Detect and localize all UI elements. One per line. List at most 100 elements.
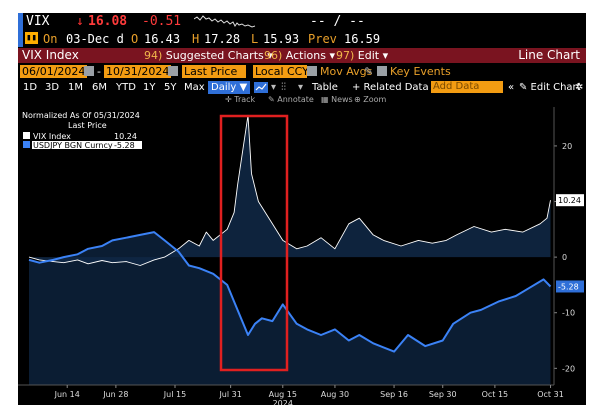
x-tick-label: Jul 31 [218,390,241,399]
high-label: H [192,32,200,46]
last-value-labels: 10.24 -5.28 [556,194,584,293]
terminal-icon[interactable]: ▮▮ [25,32,38,44]
x-tick-label: Jun 14 [54,390,80,399]
ticker-accent-bar [18,13,23,47]
suggested-charts-menu[interactable]: 94) Suggested Charts ▾ [144,48,273,63]
x-tick-label: Sep 16 [380,390,408,399]
date-separator: - [97,65,101,78]
range-max[interactable]: Max [184,82,205,93]
actions-number: 96) [264,49,283,62]
key-events-label[interactable]: Key Events [390,65,451,78]
x-tick-label: Oct 31 [537,390,564,399]
edit-menu[interactable]: 97) Edit ▾ [336,48,388,63]
mov-avgs-label[interactable]: Mov Avgs [320,65,373,78]
line-chart-icon[interactable] [254,82,268,93]
last-price: 16.08 [88,14,128,29]
prev-label: Prev [308,32,337,46]
zoom-tool[interactable]: ⊕ Zoom [354,95,387,104]
last-value-label: -5.28 [558,282,579,291]
x-tick-label: Aug 15 [269,390,297,399]
legend-label-usdjpy: USDJPY BGN Curncy [33,141,113,150]
chart-style-dropdown-icon[interactable]: ▾ [271,82,277,93]
range-5y[interactable]: 5Y [164,82,177,93]
calendar-icon[interactable] [84,66,94,76]
key-events-checkbox[interactable] [377,66,387,76]
table-button[interactable]: Table [312,82,338,93]
bid-ask-range: -- / -- [310,14,365,29]
legend-swatch-vix [23,132,30,139]
chart-controls-row: 06/01/2024 - 10/31/2024 Last Price Local… [18,65,586,79]
security-title: VIX Index [22,48,79,62]
x-tick-label: Aug 30 [321,390,349,399]
mov-avgs-checkbox[interactable] [307,66,317,76]
related-data-button[interactable]: + Related Data ▾ [352,82,437,93]
actions-label: Actions ▾ [285,49,335,62]
highlight-box [219,114,289,372]
on-label: On [43,32,58,46]
start-date-field[interactable]: 06/01/2024 [20,65,88,78]
y-tick-label: -20 [562,364,575,373]
frequency-select[interactable]: Daily ▼ [208,81,251,94]
pencil-icon[interactable]: ✎ [364,65,374,78]
legend-highlight-usdjpy [32,141,142,149]
y-tick-label: 0 [562,253,567,262]
currency-select[interactable]: Local CCY [253,65,309,78]
end-date-field[interactable]: 10/31/2024 [104,65,172,78]
actions-menu[interactable]: 96) Actions ▾ [264,48,335,63]
last-value-label: 10.24 [558,196,581,205]
edit-label: Edit ▾ [357,49,389,62]
view-type-label: Line Chart [518,48,580,62]
prev-value: 16.59 [344,32,381,46]
x-tick-label: Oct 15 [482,390,509,399]
x-axis-year: 2024 [273,399,293,405]
price-change: -0.51 [142,14,182,29]
legend-subtitle: Last Price [68,121,107,130]
suggested-charts-label: Suggested Charts ▾ [165,49,273,62]
edit-chart-button[interactable]: ✎ Edit Chart [519,82,581,93]
legend-label-vix: VIX Index [33,132,71,141]
series-area-0 [29,115,551,266]
track-tool[interactable]: ✛ Track [225,95,256,104]
suggested-charts-number: 94) [144,49,163,62]
add-data-input[interactable]: Add Data [431,81,503,93]
legend-value-usdjpy: -5.28 [114,141,135,150]
range-3d[interactable]: 3D [45,82,60,93]
range-1d[interactable]: 1D [23,82,38,93]
settings-icon[interactable]: ✲ [575,82,584,93]
low-label: L [251,32,259,46]
range-6m[interactable]: 6M [92,82,107,93]
high-value: 17.28 [204,32,241,46]
x-tick-label: Sep 30 [429,390,457,399]
legend: Normalized As Of 05/31/2024 Last Price V… [22,111,142,150]
bar-chart-icon[interactable]: ⫶⫶ [281,82,286,93]
y-tick-label: 20 [562,142,572,151]
chart-area-fills [29,115,551,385]
low-value: 15.93 [263,32,300,46]
range-1m[interactable]: 1M [68,82,83,93]
price-field-select[interactable]: Last Price [182,65,246,78]
collapse-button[interactable]: « [508,82,515,93]
y-axis: 20100-10-20 [553,107,575,385]
intraday-sparkline [194,15,256,28]
range-ytd[interactable]: YTD [116,82,136,93]
calendar-icon[interactable] [168,66,178,76]
toolbar-row: 1D 3D 1M 6M YTD 1Y 5Y Max Daily ▼ ▾ ⫶⫶ ▾… [18,80,586,95]
legend-value-vix: 10.24 [114,132,137,141]
last-value-tag [556,194,584,207]
open-value: 16.43 [144,32,181,46]
x-tick-label: Jun 28 [102,390,128,399]
y-tick-label: -10 [562,309,575,318]
annotate-tool[interactable]: ✎ Annotate [268,95,314,104]
legend-title: Normalized As Of 05/31/2024 [22,111,140,120]
open-label: O [131,32,139,46]
ticker-row: VIX ↓ 16.08 -0.51 -- / -- [18,13,586,30]
range-1y[interactable]: 1Y [143,82,156,93]
chevron-down-icon[interactable]: ▾ [298,82,304,93]
last-value-tag [556,280,584,293]
quote-row: On 03-Dec d O 16.43 H 17.28 L 15.93 Prev… [18,30,586,47]
news-tool[interactable]: ▦ News [321,95,353,104]
legend-swatch-usdjpy [23,141,30,148]
down-arrow-icon: ↓ [76,14,84,29]
ticker-symbol[interactable]: VIX [26,14,50,29]
